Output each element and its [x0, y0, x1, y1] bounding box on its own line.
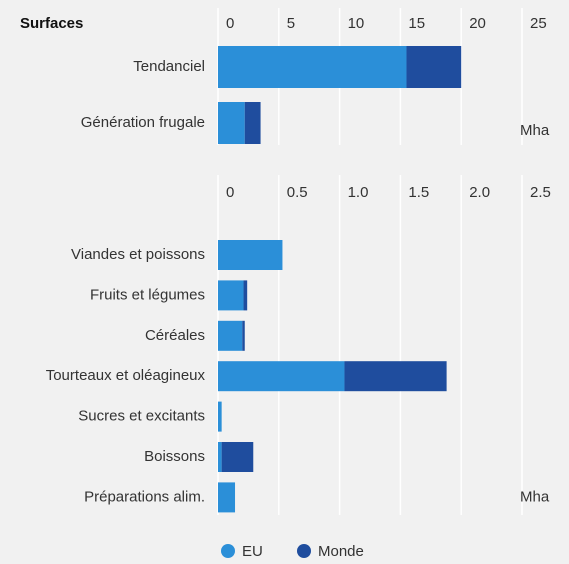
legend-label: EU	[242, 543, 263, 560]
bar-segment	[221, 442, 254, 472]
bar-segment	[218, 240, 283, 270]
category-label: Tourteaux et oléagineux	[46, 367, 206, 384]
bar-segment	[218, 102, 245, 144]
x-tick-label: 15	[408, 15, 425, 32]
bar-segment	[406, 46, 462, 88]
bar-segment	[242, 320, 245, 351]
bar-segment	[218, 401, 222, 432]
category-label: Sucres et excitants	[78, 408, 205, 425]
x-tick-label: 0	[226, 15, 234, 32]
x-tick-label: 20	[469, 15, 486, 32]
category-label: Fruits et légumes	[90, 286, 205, 303]
x-tick-label: 10	[348, 15, 365, 32]
bar-segment	[218, 320, 243, 351]
bar-segment	[243, 280, 248, 311]
category-label: Tendanciel	[133, 58, 205, 75]
category-label: Viandes et poissons	[71, 246, 205, 263]
x-tick-label: 1.0	[348, 184, 369, 201]
legend-label: Monde	[318, 543, 364, 560]
category-label: Génération frugale	[81, 114, 205, 131]
bar-segment	[344, 361, 447, 392]
unit-label: Mha	[520, 122, 550, 139]
x-tick-label: 0.5	[287, 184, 308, 201]
unit-label: Mha	[520, 488, 550, 505]
category-label: Boissons	[144, 448, 205, 465]
bar-segment	[218, 361, 345, 392]
x-tick-label: 2.5	[530, 184, 551, 201]
bar-segment	[244, 102, 261, 144]
x-tick-label: 1.5	[408, 184, 429, 201]
bar-segment	[218, 280, 244, 311]
category-label: Céréales	[145, 327, 205, 344]
x-tick-label: 0	[226, 184, 234, 201]
bar-segment	[218, 442, 222, 472]
bar-segment	[218, 482, 236, 513]
category-label: Préparations alim.	[84, 488, 205, 505]
x-tick-label: 2.0	[469, 184, 490, 201]
bar-segment	[218, 46, 407, 88]
x-tick-label: 25	[530, 15, 547, 32]
legend-marker	[297, 544, 311, 558]
chart-title: Surfaces	[20, 15, 83, 32]
legend-marker	[221, 544, 235, 558]
x-tick-label: 5	[287, 15, 295, 32]
